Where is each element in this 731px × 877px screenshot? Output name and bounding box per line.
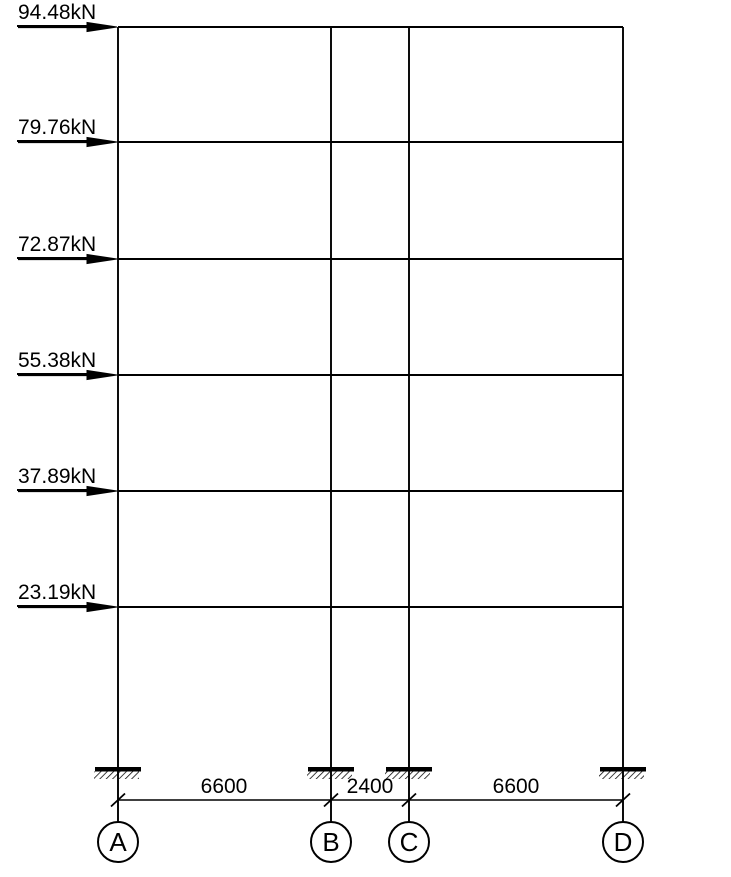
grid-bubble-label: A xyxy=(109,827,127,857)
column-lines xyxy=(117,27,624,822)
floor-beam-lines xyxy=(118,26,623,608)
dimension-label: 2400 xyxy=(346,775,394,798)
grid-bubble-a: A xyxy=(97,821,139,863)
arrow-right-icon xyxy=(18,136,118,148)
load-label: 55.38kN xyxy=(17,350,99,375)
grid-bubble-label: B xyxy=(322,827,340,857)
dimension-label: 6600 xyxy=(492,775,540,798)
slash-tick-icon xyxy=(401,792,417,808)
slash-tick-icon xyxy=(323,792,339,808)
grid-bubble-label: C xyxy=(399,827,419,857)
grid-bubble-d: D xyxy=(602,821,644,863)
load-label: 72.87kN xyxy=(17,234,99,259)
load-arrows xyxy=(18,21,118,613)
dimension-line-group xyxy=(110,792,631,808)
grid-bubble-label: D xyxy=(613,827,633,857)
fixed-supports xyxy=(94,767,646,779)
slash-tick-icon xyxy=(110,792,126,808)
fixed-support-hatch-icon xyxy=(599,767,646,779)
dimension-label: 6600 xyxy=(200,775,248,798)
grid-bubble-b: B xyxy=(310,821,352,863)
load-label: 37.89kN xyxy=(17,466,99,491)
arrow-right-icon xyxy=(18,21,118,33)
fixed-support-hatch-icon xyxy=(385,767,432,779)
arrow-right-icon xyxy=(18,485,118,497)
arrow-right-icon xyxy=(18,253,118,265)
load-label: 94.48kN xyxy=(17,2,99,27)
arrow-right-icon xyxy=(18,369,118,381)
slash-tick-icon xyxy=(615,792,631,808)
grid-bubble-c: C xyxy=(388,821,430,863)
fixed-support-hatch-icon xyxy=(307,767,354,779)
load-label: 23.19kN xyxy=(17,582,99,607)
load-label: 79.76kN xyxy=(17,117,99,142)
arrow-right-icon xyxy=(18,601,118,613)
fixed-support-hatch-icon xyxy=(94,767,141,779)
